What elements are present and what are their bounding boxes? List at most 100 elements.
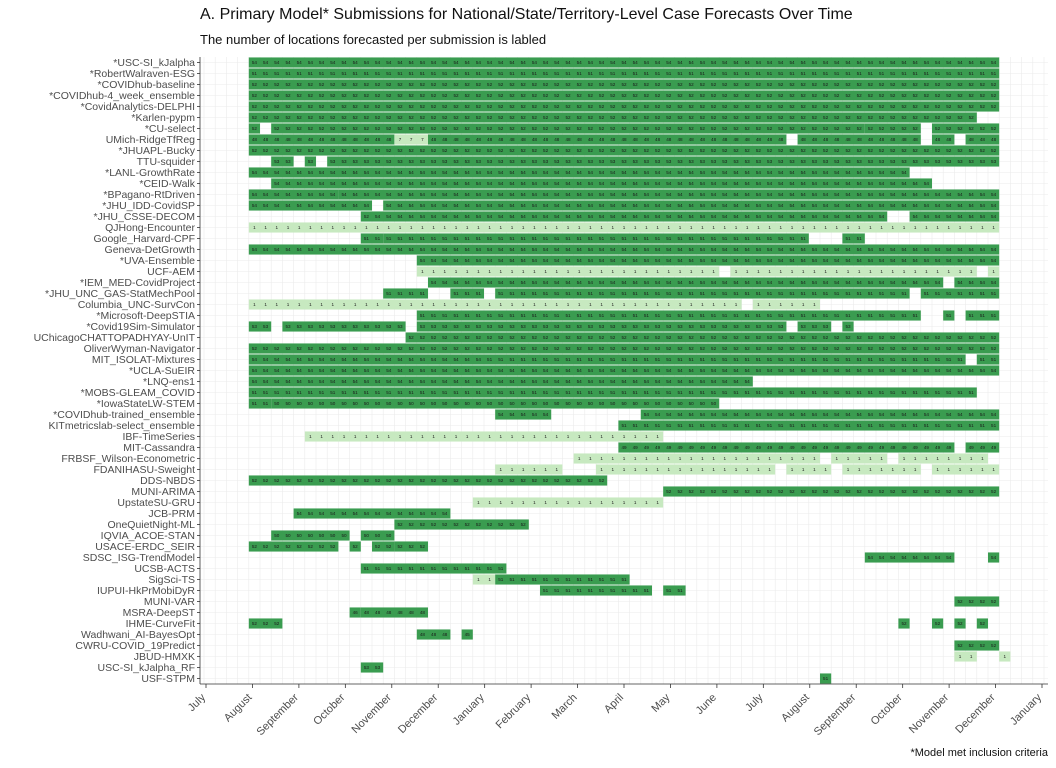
cell-count-label: 54 (689, 379, 695, 384)
cell-count-label: 1 (522, 225, 525, 230)
cell-count-label: 54 (621, 247, 627, 252)
cell-count-label: 52 (397, 126, 403, 131)
cell-count-label: 54 (509, 368, 515, 373)
cell-count-label: 54 (420, 247, 426, 252)
cell-count-label: 49 (655, 445, 661, 450)
cell-count-label: 52 (453, 478, 459, 483)
y-tick-label: OneQuietNight-ML (107, 519, 195, 531)
cell-count-label: 52 (969, 126, 975, 131)
cell-count-label: 54 (677, 181, 683, 186)
cell-count-label: 52 (375, 148, 381, 153)
cell-count-label: 52 (252, 82, 258, 87)
cell-count-label: 51 (274, 390, 280, 395)
cell-count-label: 48 (689, 137, 695, 142)
submission-run (797, 134, 921, 145)
cell-count-label: 51 (397, 236, 403, 241)
cell-count-label: 52 (521, 346, 527, 351)
cell-count-label: 51 (801, 313, 807, 318)
cell-count-label: 54 (644, 379, 650, 384)
cell-count-label: 54 (330, 203, 336, 208)
y-tick-label: *JHUAPL-Bucky (119, 145, 196, 157)
cell-count-label: 51 (767, 313, 773, 318)
cell-count-label: 52 (789, 93, 795, 98)
cell-count-label: 54 (588, 214, 594, 219)
cell-count-label: 54 (521, 192, 527, 197)
cell-count-label: 54 (554, 192, 560, 197)
cell-count-label: 1 (500, 225, 503, 230)
submission-run (360, 233, 384, 244)
cell-count-label: 51 (599, 390, 605, 395)
cell-count-label: 53 (722, 159, 728, 164)
cell-count-label: 54 (935, 247, 941, 252)
cell-count-label: 54 (353, 181, 359, 186)
cell-count-label: 1 (813, 302, 816, 307)
cell-count-label: 53 (621, 159, 627, 164)
cell-count-label: 52 (689, 335, 695, 340)
cell-count-label: 52 (285, 544, 291, 549)
cell-count-label: 52 (946, 489, 952, 494)
cell-count-label: 52 (465, 93, 471, 98)
submission-run (988, 640, 1000, 651)
cell-count-label: 54 (857, 247, 863, 252)
cell-count-label: 53 (700, 324, 706, 329)
cell-count-label: 52 (745, 104, 751, 109)
cell-count-label: 51 (386, 291, 392, 296)
cell-count-label: 48 (767, 137, 773, 142)
cell-count-label: 51 (689, 236, 695, 241)
cell-count-label: 54 (913, 247, 919, 252)
cell-count-label: 54 (711, 247, 717, 252)
cell-count-label: 54 (341, 192, 347, 197)
cell-count-label: 1 (332, 225, 335, 230)
cell-count-label: 52 (554, 148, 560, 153)
cell-count-label: 51 (487, 313, 493, 318)
cell-count-label: 48 (577, 137, 583, 142)
cell-count-label: 49 (700, 445, 706, 450)
cell-count-label: 54 (375, 368, 381, 373)
cell-count-label: 54 (476, 192, 482, 197)
submission-run (988, 552, 1000, 563)
cell-count-label: 54 (610, 247, 616, 252)
cell-count-label: 54 (509, 412, 515, 417)
cell-count-label: 52 (588, 478, 594, 483)
cell-count-label: 54 (431, 280, 437, 285)
cell-count-label: 50 (386, 533, 392, 538)
cell-count-label: 51 (509, 313, 515, 318)
submission-run (416, 266, 720, 277)
cell-count-label: 54 (577, 258, 583, 263)
cell-count-label: 50 (521, 401, 527, 406)
cell-count-label: 54 (969, 280, 975, 285)
cell-count-label: 53 (745, 159, 751, 164)
cell-count-label: 53 (980, 159, 986, 164)
cell-count-label: 51 (442, 313, 448, 318)
cell-count-label: 54 (823, 203, 829, 208)
cell-count-label: 52 (297, 126, 303, 131)
cell-count-label: 54 (543, 203, 549, 208)
cell-count-label: 53 (901, 159, 907, 164)
cell-count-label: 52 (677, 93, 683, 98)
cell-count-label: 51 (745, 71, 751, 76)
cell-count-label: 51 (644, 390, 650, 395)
cell-count-label: 52 (957, 335, 963, 340)
cell-count-label: 52 (498, 93, 504, 98)
cell-count-label: 53 (554, 159, 560, 164)
cell-count-label: 48 (521, 137, 527, 142)
cell-count-label: 54 (431, 192, 437, 197)
cell-count-label: 51 (946, 390, 952, 395)
cell-count-label: 54 (633, 192, 639, 197)
cell-count-label: 52 (689, 115, 695, 120)
cell-count-label: 54 (554, 368, 560, 373)
cell-count-label: 1 (813, 456, 816, 461)
cell-count-label: 54 (845, 247, 851, 252)
cell-count-label: 51 (801, 357, 807, 362)
cell-count-label: 52 (532, 148, 538, 153)
cell-count-label: 52 (509, 148, 515, 153)
cell-count-label: 54 (644, 170, 650, 175)
cell-count-label: 51 (767, 423, 773, 428)
cell-count-label: 1 (600, 467, 603, 472)
cell-count-label: 1 (656, 434, 659, 439)
cell-count-label: 52 (991, 148, 997, 153)
cell-count-label: 51 (543, 390, 549, 395)
cell-count-label: 48 (532, 137, 538, 142)
cell-count-label: 52 (868, 489, 874, 494)
cell-count-label: 52 (857, 115, 863, 120)
